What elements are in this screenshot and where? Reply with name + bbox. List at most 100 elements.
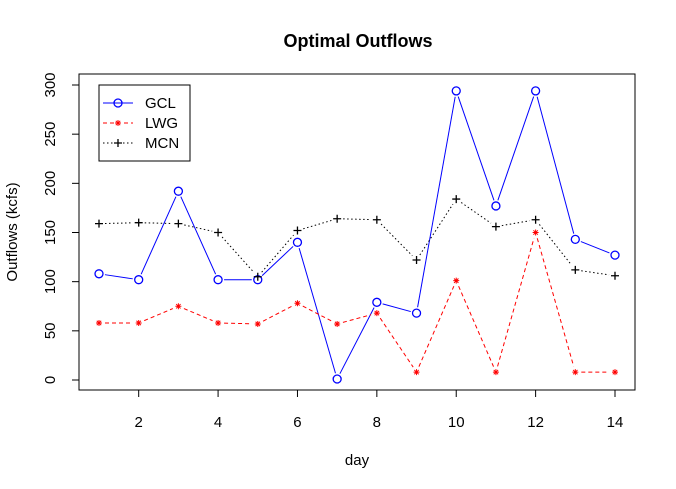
asterisk-marker-shape <box>96 319 102 326</box>
plus-marker-shape <box>214 228 223 237</box>
y-tick-label: 300 <box>42 72 59 97</box>
series-lwg-point <box>175 303 182 310</box>
plus-marker-shape <box>114 139 122 147</box>
series-gcl-segment <box>339 307 375 374</box>
series-gcl-segment <box>104 274 133 280</box>
asterisk-marker-shape <box>373 310 380 317</box>
circle-marker-shape <box>451 86 461 96</box>
series-mcn-point <box>372 215 381 224</box>
circle-marker-shape <box>292 237 303 247</box>
circle-marker-shape <box>411 308 422 318</box>
asterisk-marker-shape <box>334 320 341 327</box>
series-mcn-segment <box>343 218 371 221</box>
series-gcl-segment <box>536 96 575 234</box>
series-mcn-segment <box>538 224 572 266</box>
series-lwg-segment <box>302 305 333 322</box>
circle-marker-shape <box>372 297 382 307</box>
series-gcl-segment <box>298 247 336 374</box>
plus-marker-shape <box>531 215 540 224</box>
series-mcn-point <box>95 219 103 228</box>
series-gcl-point <box>570 234 580 245</box>
series-gcl-point <box>332 374 342 384</box>
circle-marker-shape <box>610 250 620 260</box>
series-mcn-point <box>611 271 619 280</box>
series-gcl <box>94 86 620 384</box>
series-mcn-segment <box>460 202 492 224</box>
circle-marker-shape <box>94 269 104 279</box>
series-mcn-point <box>491 222 500 231</box>
series-mcn-point <box>412 256 421 265</box>
series-mcn-segment <box>581 270 610 276</box>
series-gcl-point <box>530 86 541 96</box>
legend-marker-lwg <box>115 120 121 126</box>
y-tick-label: 250 <box>42 122 59 147</box>
series-lwg-point <box>453 277 460 284</box>
asterisk-marker-shape <box>413 369 420 376</box>
circle-marker-shape <box>530 86 541 96</box>
asterisk-marker-shape <box>572 369 579 376</box>
asterisk-marker-shape <box>135 319 142 326</box>
plus-marker-shape <box>333 214 342 223</box>
y-tick-label: 100 <box>42 269 59 294</box>
y-tick-label: 0 <box>42 376 59 384</box>
series-lwg <box>96 229 618 376</box>
plus-marker-shape <box>491 222 500 231</box>
asterisk-marker-shape <box>612 369 618 376</box>
asterisk-marker-shape <box>453 277 460 284</box>
legend-item-mcn: MCN <box>103 135 179 152</box>
legend-marker-gcl <box>113 98 123 108</box>
series-lwg-segment <box>418 285 455 367</box>
series-lwg-point <box>334 320 341 327</box>
x-tick-label: 6 <box>293 414 301 431</box>
x-tick-label: 2 <box>135 414 143 431</box>
asterisk-marker-shape <box>492 369 499 376</box>
asterisk-marker-shape <box>175 303 182 310</box>
series-gcl-segment <box>261 246 294 276</box>
series-gcl-segment <box>580 241 610 254</box>
series-mcn-point <box>531 215 540 224</box>
series-mcn-point <box>214 228 223 237</box>
series-mcn-point <box>293 226 302 235</box>
series-lwg-segment <box>144 308 174 322</box>
series-mcn-segment <box>184 224 213 232</box>
legend-box <box>98 84 191 162</box>
series-gcl-point <box>292 237 303 247</box>
series-lwg-point <box>254 320 261 327</box>
x-axis-label: day <box>345 452 370 469</box>
series-gcl-point <box>411 308 422 318</box>
chart-title: Optimal Outflows <box>283 31 432 51</box>
series-gcl-point <box>451 86 461 96</box>
plus-marker-shape <box>412 256 421 265</box>
series-lwg-point <box>532 229 539 236</box>
series-lwg-point <box>572 369 579 376</box>
series-mcn-segment <box>419 203 454 256</box>
y-axis: 0 50 100 150 200 250 300 <box>42 72 80 384</box>
circle-marker-shape <box>213 275 223 285</box>
series-lwg-segment <box>183 308 213 322</box>
series-lwg-point <box>294 300 301 307</box>
plus-marker-shape <box>134 218 143 227</box>
circle-marker-shape <box>113 98 123 108</box>
y-axis-label: Outflows (kcfs) <box>4 182 21 281</box>
series-mcn <box>95 195 619 281</box>
circle-marker-shape <box>570 234 580 245</box>
series-lwg-point <box>492 369 499 376</box>
series-mcn-point <box>571 265 580 274</box>
plus-marker-shape <box>174 219 183 228</box>
plus-marker-shape <box>95 219 103 228</box>
series-lwg-segment <box>379 317 414 368</box>
series-lwg-point <box>96 319 102 326</box>
series-gcl-point <box>173 186 184 196</box>
y-tick-label: 50 <box>42 322 59 339</box>
series-mcn-segment <box>221 236 255 273</box>
x-axis: 2 4 6 8 10 12 14 <box>135 389 623 431</box>
plus-marker-shape <box>372 215 381 224</box>
series-gcl-segment <box>457 96 495 201</box>
plus-marker-shape <box>452 195 461 204</box>
series-lwg-segment <box>342 314 372 323</box>
series-lwg-segment <box>458 285 494 367</box>
series-mcn-segment <box>501 220 530 227</box>
legend-label-mcn: MCN <box>145 135 179 152</box>
asterisk-marker-shape <box>294 300 301 307</box>
legend-label-gcl: GCL <box>145 95 176 112</box>
